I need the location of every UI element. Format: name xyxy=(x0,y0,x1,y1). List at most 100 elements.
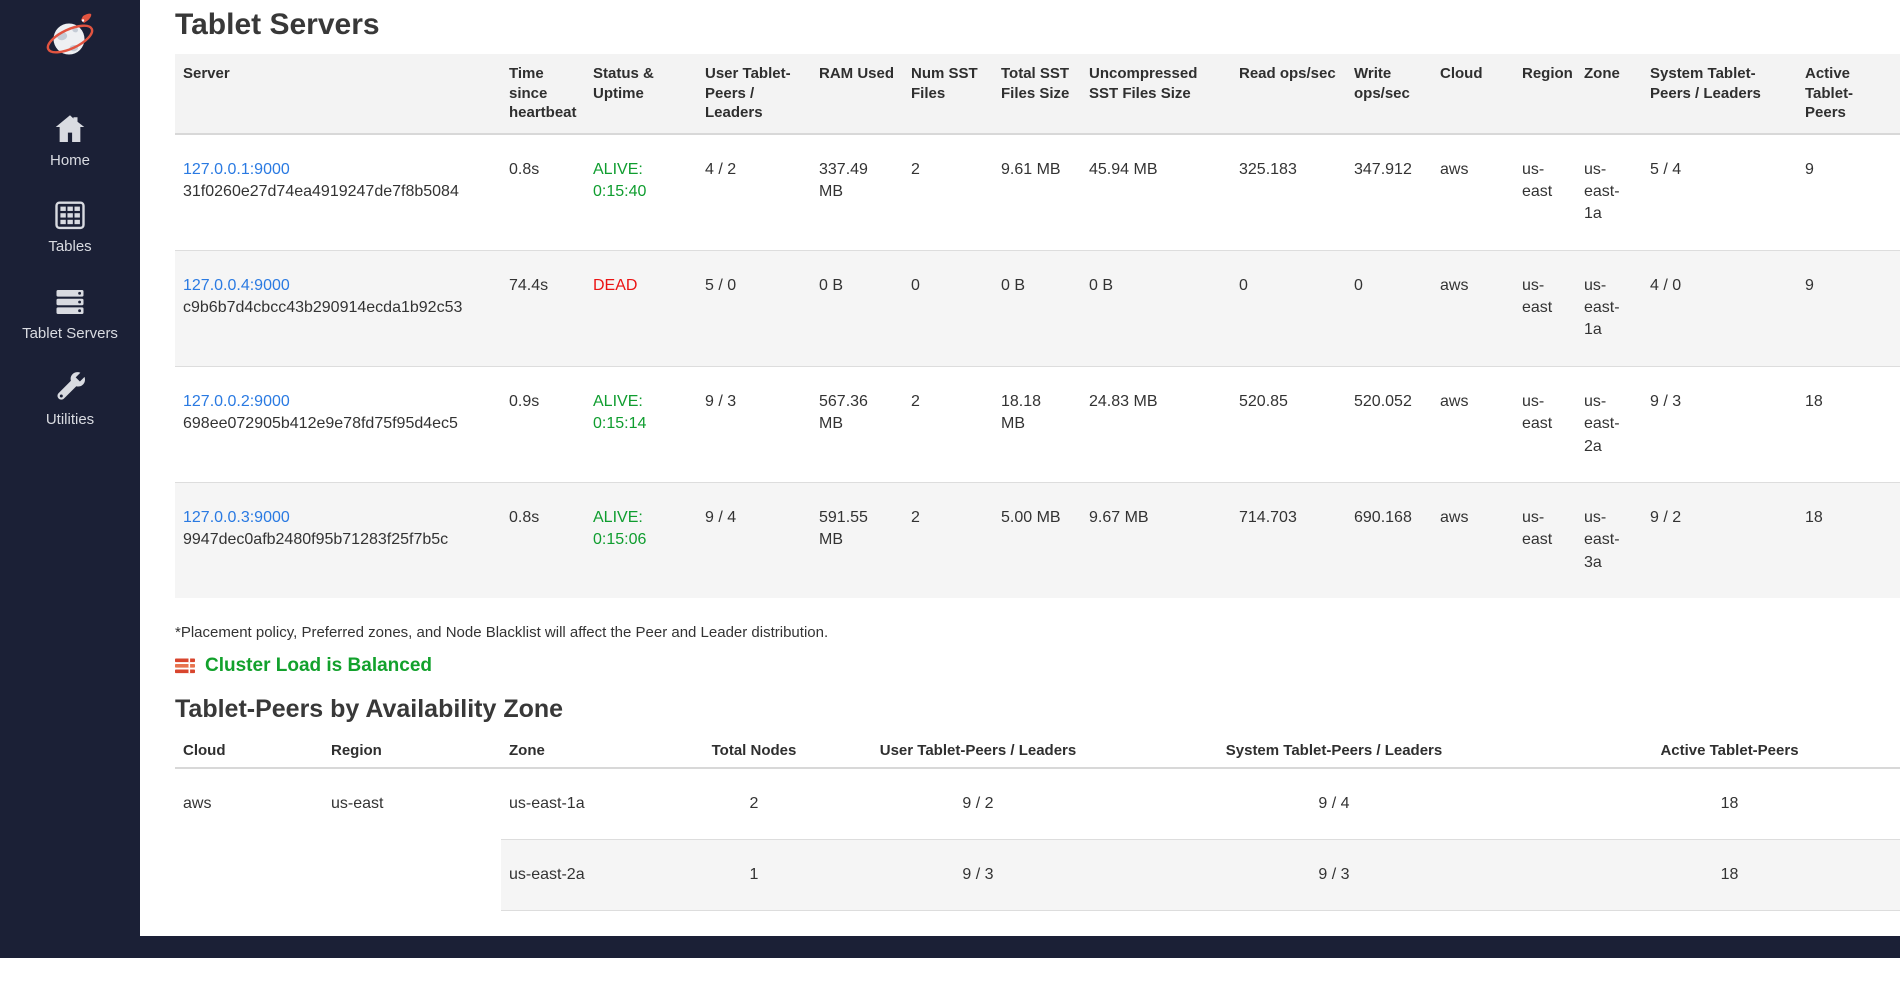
sidebar: Home Tables Tablet Servers Utilities xyxy=(0,0,140,958)
planet-rocket-logo-icon xyxy=(43,10,97,64)
sidebar-item-utilities[interactable]: Utilities xyxy=(46,370,94,428)
bottom-bar xyxy=(0,936,1900,958)
home-icon xyxy=(52,111,88,147)
cell-cloud: aws xyxy=(1432,250,1514,366)
server-link[interactable]: 127.0.0.2:9000 xyxy=(183,393,290,410)
cell-ram: 567.36 MB xyxy=(811,366,903,482)
cell-status: ALIVE:0:15:06 xyxy=(585,483,697,599)
cell-ram: 591.55 MB xyxy=(811,483,903,599)
cell-heartbeat: 0.8s xyxy=(501,483,585,599)
az-cell-zone: us-east-2a xyxy=(501,840,661,911)
main-content: Tablet Servers Server Time since heartbe… xyxy=(140,8,1900,981)
az-cell-user-tablet-peers: 9 / 2 xyxy=(847,768,1109,840)
cell-read-ops: 520.85 xyxy=(1231,366,1346,482)
server-link[interactable]: 127.0.0.4:9000 xyxy=(183,277,290,294)
az-cell-user-tablet-peers: 9 / 3 xyxy=(847,840,1109,911)
cell-status: DEAD xyxy=(585,250,697,366)
cell-server: 127.0.0.4:9000 c9b6b7d4cbcc43b290914ecda1… xyxy=(175,250,501,366)
cell-user-tablet-peers: 9 / 4 xyxy=(697,483,811,599)
cell-num-sst: 2 xyxy=(903,483,993,599)
col-system-tablet-peers: System Tablet-Peers / Leaders xyxy=(1642,54,1797,134)
sidebar-item-tablet-servers[interactable]: Tablet Servers xyxy=(22,284,118,342)
cell-heartbeat: 0.9s xyxy=(501,366,585,482)
az-col-cloud: Cloud xyxy=(175,734,323,768)
cell-system-tablet-peers: 4 / 0 xyxy=(1642,250,1797,366)
az-row: aws us-east us-east-1a 2 9 / 2 9 / 4 18 xyxy=(175,768,1900,840)
table-row: 127.0.0.2:9000 698ee072905b412e9e78fd75f9… xyxy=(175,366,1900,482)
cell-read-ops: 325.183 xyxy=(1231,134,1346,251)
cell-user-tablet-peers: 5 / 0 xyxy=(697,250,811,366)
cell-system-tablet-peers: 9 / 2 xyxy=(1642,483,1797,599)
sidebar-item-tables[interactable]: Tables xyxy=(48,197,91,255)
server-link[interactable]: 127.0.0.1:9000 xyxy=(183,161,290,178)
cell-user-tablet-peers: 4 / 2 xyxy=(697,134,811,251)
col-read-ops: Read ops/sec xyxy=(1231,54,1346,134)
server-uuid: 698ee072905b412e9e78fd75f95d4ec5 xyxy=(183,413,493,435)
cell-user-tablet-peers: 9 / 3 xyxy=(697,366,811,482)
status-text: ALIVE: xyxy=(593,391,689,413)
uptime-text: 0:15:40 xyxy=(593,181,689,203)
col-zone: Zone xyxy=(1576,54,1642,134)
cell-total-sst: 5.00 MB xyxy=(993,483,1081,599)
cell-active-tablet-peers: 9 xyxy=(1797,134,1900,251)
sidebar-item-home[interactable]: Home xyxy=(50,111,90,169)
cell-total-sst: 9.61 MB xyxy=(993,134,1081,251)
cell-num-sst: 2 xyxy=(903,366,993,482)
cell-region: us-east xyxy=(1514,134,1576,251)
cell-zone: us-east-3a xyxy=(1576,483,1642,599)
server-link[interactable]: 127.0.0.3:9000 xyxy=(183,509,290,526)
uptime-text: 0:15:06 xyxy=(593,529,689,551)
cell-uncompressed-sst: 45.94 MB xyxy=(1081,134,1231,251)
status-text: ALIVE: xyxy=(593,159,689,181)
cell-total-sst: 18.18 MB xyxy=(993,366,1081,482)
status-text: DEAD xyxy=(593,275,689,297)
az-col-zone: Zone xyxy=(501,734,661,768)
cell-status: ALIVE:0:15:14 xyxy=(585,366,697,482)
server-uuid: c9b6b7d4cbcc43b290914ecda1b92c53 xyxy=(183,297,493,319)
cell-uncompressed-sst: 24.83 MB xyxy=(1081,366,1231,482)
az-cell-zone: us-east-1a xyxy=(501,768,661,840)
cell-read-ops: 0 xyxy=(1231,250,1346,366)
col-region: Region xyxy=(1514,54,1576,134)
az-cell-active-tablet-peers: 18 xyxy=(1559,768,1900,840)
az-col-user-tablet-peers: User Tablet-Peers / Leaders xyxy=(847,734,1109,768)
uptime-text: 0:15:14 xyxy=(593,413,689,435)
cell-system-tablet-peers: 9 / 3 xyxy=(1642,366,1797,482)
status-text: ALIVE: xyxy=(593,507,689,529)
cell-write-ops: 520.052 xyxy=(1346,366,1432,482)
col-heartbeat: Time since heartbeat xyxy=(501,54,585,134)
cluster-load-label: Cluster Load is Balanced xyxy=(205,655,432,677)
cell-zone: us-east-1a xyxy=(1576,250,1642,366)
sidebar-item-label: Tables xyxy=(48,238,91,255)
cluster-load-icon xyxy=(175,658,195,674)
cell-cloud: aws xyxy=(1432,366,1514,482)
cell-region: us-east xyxy=(1514,250,1576,366)
cell-region: us-east xyxy=(1514,366,1576,482)
tablet-servers-header-row: Server Time since heartbeat Status & Upt… xyxy=(175,54,1900,134)
col-server: Server xyxy=(175,54,501,134)
tablet-servers-icon xyxy=(52,284,88,320)
sidebar-item-label: Home xyxy=(50,152,90,169)
placement-policy-note: *Placement policy, Preferred zones, and … xyxy=(175,624,1900,641)
cell-cloud: aws xyxy=(1432,134,1514,251)
az-cell-active-tablet-peers: 18 xyxy=(1559,840,1900,911)
az-col-system-tablet-peers: System Tablet-Peers / Leaders xyxy=(1109,734,1559,768)
sidebar-item-label: Utilities xyxy=(46,411,94,428)
az-cell-total-nodes: 2 xyxy=(661,768,847,840)
az-col-active-tablet-peers: Active Tablet-Peers xyxy=(1559,734,1900,768)
cell-status: ALIVE:0:15:40 xyxy=(585,134,697,251)
col-ram: RAM Used xyxy=(811,54,903,134)
cell-write-ops: 347.912 xyxy=(1346,134,1432,251)
col-uncompressed-sst: Uncompressed SST Files Size xyxy=(1081,54,1231,134)
tables-icon xyxy=(52,197,88,233)
col-num-sst: Num SST Files xyxy=(903,54,993,134)
app-logo[interactable] xyxy=(43,10,97,69)
cell-region: us-east xyxy=(1514,483,1576,599)
col-user-tablet-peers: User Tablet-Peers / Leaders xyxy=(697,54,811,134)
col-total-sst: Total SST Files Size xyxy=(993,54,1081,134)
az-cell-total-nodes: 1 xyxy=(661,840,847,911)
cell-active-tablet-peers: 18 xyxy=(1797,483,1900,599)
cell-zone: us-east-1a xyxy=(1576,134,1642,251)
cell-uncompressed-sst: 0 B xyxy=(1081,250,1231,366)
